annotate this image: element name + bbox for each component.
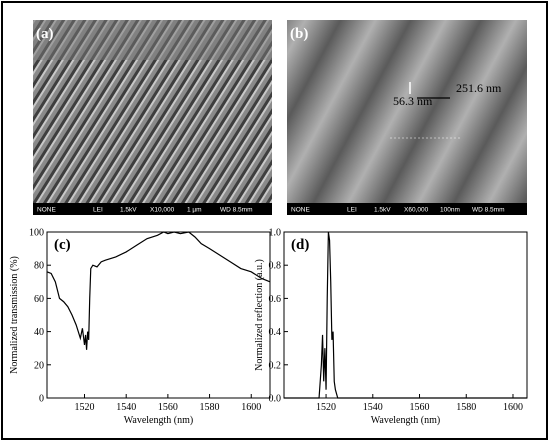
info-text: WD 8.5mm (220, 207, 253, 214)
x-axis-label: Wavelength (nm) (124, 415, 193, 426)
x-tick-label: 1600 (503, 402, 523, 413)
panel-label: (d) (291, 237, 309, 253)
x-axis-label: Wavelength (nm) (371, 415, 440, 426)
info-text: X60,000 (404, 207, 429, 214)
info-text: 1.5kV (374, 207, 391, 214)
panel-label: (b) (290, 26, 308, 42)
info-text: LEI (347, 207, 357, 214)
x-tick-label: 1540 (116, 402, 136, 413)
plot-frame (46, 231, 271, 399)
y-axis-label: Normalized reflection (a.u.) (254, 259, 265, 371)
y-axis-label: Normalized transmission (%) (9, 256, 20, 374)
annotation: 251.6 nm (456, 81, 502, 95)
data-line (284, 231, 527, 399)
y-tick-label: 60 (34, 294, 44, 305)
info-text: 100nm (440, 207, 460, 214)
info-text: 1 µm (187, 207, 202, 214)
annotation: 56.3 nm (393, 94, 433, 108)
sem-texture (33, 20, 272, 60)
info-bar (287, 203, 527, 215)
y-tick-label: 0.0 (269, 394, 282, 405)
x-tick-label: 1520 (75, 402, 95, 413)
panel-label: (a) (36, 26, 54, 42)
x-tick-label: 1540 (363, 402, 383, 413)
panel-label: (c) (54, 237, 71, 253)
info-text: LEI (93, 207, 103, 214)
info-text: 1.5kV (120, 207, 137, 214)
info-text: NONE (291, 207, 310, 214)
sem-image-b: (b) 56.3 nm 251.6 nm (287, 20, 527, 215)
y-tick-label: 100 (29, 228, 44, 239)
y-tick-label: 0.4 (269, 327, 282, 338)
data-line (46, 231, 271, 350)
y-tick-label: 1.0 (269, 228, 282, 239)
sem-image-a: (a) (33, 20, 272, 215)
info-text: WD 8.5mm (472, 207, 505, 214)
info-text: X10,000 (150, 207, 175, 214)
sem-texture (287, 20, 527, 215)
x-tick-label: 1560 (158, 402, 178, 413)
y-tick-label: 0.6 (269, 294, 282, 305)
x-tick-label: 1520 (316, 402, 336, 413)
y-tick-label: 20 (34, 360, 44, 371)
y-tick-label: 0.2 (269, 360, 282, 371)
y-tick-label: 80 (34, 261, 44, 272)
x-tick-label: 1580 (456, 402, 476, 413)
y-tick-label: 40 (34, 327, 44, 338)
x-tick-label: 1560 (410, 402, 430, 413)
x-tick-label: 1580 (200, 402, 220, 413)
y-tick-label: 0 (39, 394, 44, 405)
x-tick-label: 1600 (241, 402, 261, 413)
info-text: NONE (37, 207, 56, 214)
y-tick-label: 0.8 (269, 261, 282, 272)
info-bar (33, 203, 272, 215)
